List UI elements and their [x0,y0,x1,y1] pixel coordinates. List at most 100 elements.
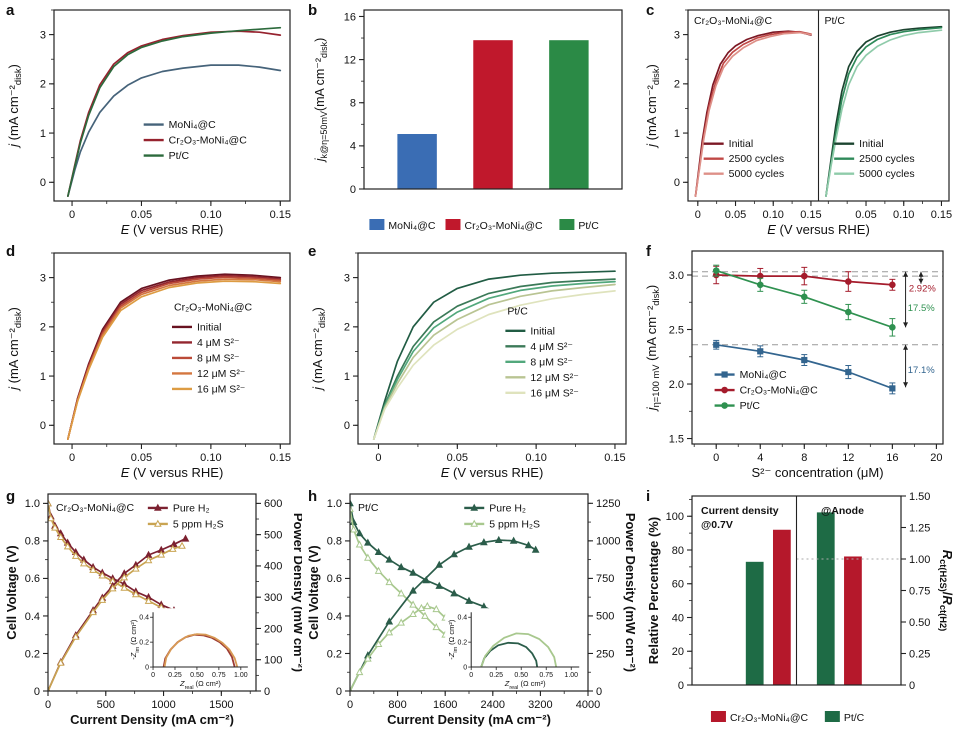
svg-text:1.25: 1.25 [909,522,930,534]
svg-text:2: 2 [40,79,46,91]
svg-text:500: 500 [97,699,115,711]
svg-text:Pure H₂: Pure H₂ [489,502,526,514]
svg-text:MoNi₄@C: MoNi₄@C [740,369,787,381]
svg-text:0.75: 0.75 [539,672,553,679]
svg-text:5 ppm H₂S: 5 ppm H₂S [173,518,224,530]
svg-text:2400: 2400 [481,699,505,711]
panel-g-chart: 0 500 1000 150000.20.40.60.81.0010020030040… [4,493,302,727]
svg-text:16 μM S²⁻: 16 μM S²⁻ [530,387,579,399]
svg-text:5 ppm H₂S: 5 ppm H₂S [489,518,540,530]
panel-i: i 0 20 40 60 80 100 0 0.25 0.50 0.75 1.00 1.25 1.50 Cu… [640,486,957,733]
svg-text:1.00: 1.00 [564,672,578,679]
svg-text:0.25: 0.25 [489,672,503,679]
svg-text:E (V versus RHE): E (V versus RHE) [121,222,224,237]
svg-text:4 μM S²⁻: 4 μM S²⁻ [530,341,573,353]
svg-text:0: 0 [350,184,356,196]
svg-text:4000: 4000 [576,699,600,711]
svg-text:Cell Voltage (V): Cell Voltage (V) [4,545,19,639]
svg-text:E (V versus RHE): E (V versus RHE) [441,465,544,480]
svg-text:Initial: Initial [197,321,222,333]
svg-text:jk@η=50mV(mA cm⁻²disk): jk@η=50mV(mA cm⁻²disk) [313,38,329,164]
svg-text:0: 0 [34,686,40,698]
svg-text:0: 0 [596,686,602,698]
svg-text:Cr₂O₃-MoNi₄@C: Cr₂O₃-MoNi₄@C [174,301,253,313]
svg-text:12 μM S²⁻: 12 μM S²⁻ [530,372,579,384]
svg-text:0.50: 0.50 [190,672,204,679]
svg-text:2: 2 [344,322,350,334]
svg-text:0.2: 0.2 [139,640,149,647]
svg-text:500: 500 [264,529,282,541]
svg-text:0.8: 0.8 [327,536,342,548]
svg-text:Power Density (mW cm⁻²): Power Density (mW cm⁻²) [623,513,638,672]
svg-text:40: 40 [672,612,684,624]
svg-text:8 μM S²⁻: 8 μM S²⁻ [530,356,573,368]
panel-i-chart: 0 20 40 60 80 100 0 0.25 0.50 0.75 1.00 1.25 1.50 Cur… [646,491,955,724]
svg-text:80: 80 [672,545,684,557]
svg-text:12: 12 [842,452,854,464]
svg-text:@0.7V: @0.7V [701,519,733,531]
svg-text:Pt/C: Pt/C [358,502,379,514]
svg-text:0.10: 0.10 [763,209,784,221]
svg-text:0: 0 [909,680,915,692]
panel-f-label: f [646,243,651,260]
bar-Pt/C [745,561,764,685]
svg-text:MoNi₄@C: MoNi₄@C [169,119,216,131]
svg-text:0.05: 0.05 [855,209,876,221]
svg-text:12 μM S²⁻: 12 μM S²⁻ [197,368,246,380]
svg-text:20: 20 [930,452,942,464]
svg-text:4 μM S²⁻: 4 μM S²⁻ [197,337,240,349]
panel-d-chart: 0 0.05 0.10 0.15 0 1 2 3 E (V versus RHE) j (mA c… [6,252,291,480]
svg-text:17.5%: 17.5% [908,303,935,314]
svg-text:Initial: Initial [859,138,884,150]
bar-Cr₂O₃-MoNi₄@C [844,556,862,685]
svg-text:0: 0 [45,699,51,711]
panel-e: e 0 0.05 0.10 0.15 0 1 2 3 E (V versus RHE) j (mA … [302,241,640,486]
svg-text:Pt/C: Pt/C [578,220,599,232]
svg-text:Power Density (mW cm⁻²): Power Density (mW cm⁻²) [291,513,302,672]
panel-f: f 2.92% 17.5% 17.1% 0 4 8 12 16 20 1.5 2.0 2.5 3.0 S²⁻… [640,241,957,486]
svg-text:17.1%: 17.1% [908,365,935,376]
svg-text:1.5: 1.5 [669,433,684,445]
svg-text:Pure H₂: Pure H₂ [173,502,210,514]
svg-text:16: 16 [886,452,898,464]
svg-text:Cr₂O₃-MoNi₄@C: Cr₂O₃-MoNi₄@C [740,385,819,397]
panel-b: b 0 4 8 12 16 jk@η=50mV(mA cm⁻²disk) MoNi₄@C Cr₂… [302,0,640,241]
svg-text:0: 0 [69,209,75,221]
svg-text:0.4: 0.4 [139,615,149,622]
svg-text:0.10: 0.10 [200,452,221,464]
panel-f-chart: 2.92% 17.5% 17.1% 0 4 8 12 16 20 1.5 2.0 2.5 3.0 S²⁻ … [644,250,944,480]
svg-text:0.8: 0.8 [25,536,40,548]
panel-e-label: e [308,243,317,260]
svg-text:Current density: Current density [701,505,779,517]
svg-text:1600: 1600 [433,699,457,711]
svg-text:0: 0 [713,452,719,464]
svg-text:0.25: 0.25 [909,648,930,660]
svg-text:0.50: 0.50 [514,672,528,679]
svg-text:-Zim (Ω cm²): -Zim (Ω cm²) [447,619,459,660]
svg-text:4: 4 [350,141,356,153]
svg-text:100: 100 [264,655,282,667]
svg-text:0: 0 [336,686,342,698]
svg-text:Cr₂O₃-MoNi₄@C: Cr₂O₃-MoNi₄@C [169,135,248,147]
svg-text:0: 0 [145,665,149,672]
svg-text:0: 0 [463,665,467,672]
svg-text:Pt/C: Pt/C [740,400,761,412]
svg-text:Pt/C: Pt/C [507,305,528,317]
svg-text:0: 0 [151,672,155,679]
svg-text:0: 0 [264,686,270,698]
svg-text:1.50: 1.50 [909,491,930,503]
svg-text:jη=100 mV (mA cm⁻²disk): jη=100 mV (mA cm⁻²disk) [644,285,661,413]
svg-text:8: 8 [801,452,807,464]
svg-text:0.05: 0.05 [447,452,468,464]
svg-text:1500: 1500 [209,699,233,711]
panel-b-chart: 0 4 8 12 16 jk@η=50mV(mA cm⁻²disk) MoNi₄@C Cr₂O… [313,9,623,232]
svg-text:800: 800 [388,699,406,711]
svg-text:5000 cycles: 5000 cycles [859,168,914,180]
svg-text:Cell Voltage (V): Cell Voltage (V) [306,545,321,639]
panel-a-chart: 0 0.05 0.10 0.15 0 1 2 3 E (V versus RHE) j (mA c… [6,9,291,237]
svg-text:1: 1 [40,128,46,140]
svg-text:j (mA cm⁻²disk): j (mA cm⁻²disk) [6,307,23,392]
svg-text:0: 0 [469,672,473,679]
panel-g: g 0 500 1000 1500 0 0.2 0.4 0.6 0.8 1.0 0 100 200 300 4… [0,486,302,733]
svg-text:0.05: 0.05 [725,209,746,221]
